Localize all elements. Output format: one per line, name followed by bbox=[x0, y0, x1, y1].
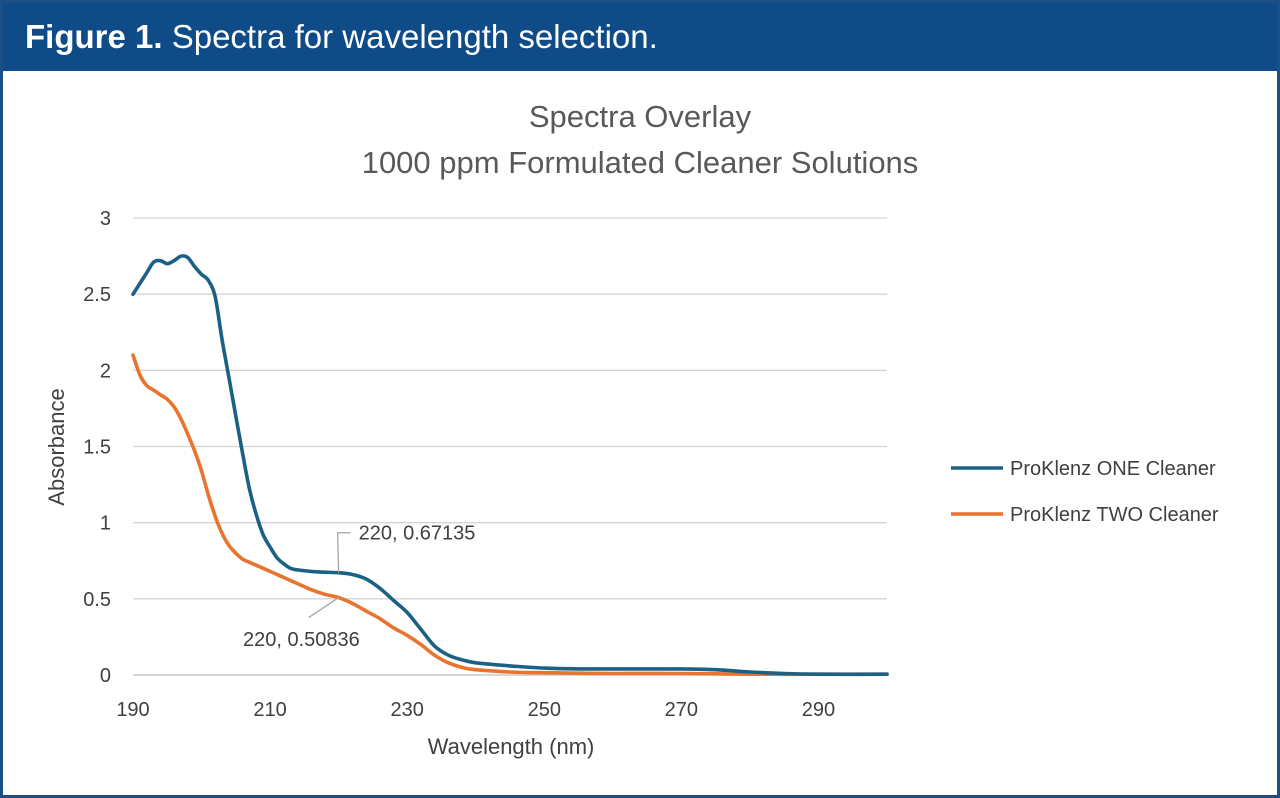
y-tick-label: 1 bbox=[100, 513, 111, 535]
x-tick-label: 290 bbox=[802, 699, 835, 721]
x-tick-label: 210 bbox=[253, 699, 286, 721]
figure-label: Figure 1. bbox=[25, 18, 163, 55]
chart-title-line-2: 1000 ppm Formulated Cleaner Solutions bbox=[362, 145, 919, 180]
figure-banner: Figure 1. Spectra for wavelength selecti… bbox=[3, 3, 1277, 71]
y-tick-label: 0 bbox=[100, 665, 111, 687]
annotation-leader-one bbox=[336, 532, 351, 573]
x-tick-label: 230 bbox=[390, 699, 423, 721]
x-tick-label: 250 bbox=[528, 699, 561, 721]
annotation-leader-two bbox=[308, 597, 339, 619]
legend-label: ProKlenz ONE Cleaner bbox=[1010, 458, 1216, 480]
y-tick-label: 0.5 bbox=[83, 589, 111, 611]
y-tick-label: 2 bbox=[100, 360, 111, 382]
figure-caption: Figure 1. Spectra for wavelength selecti… bbox=[25, 17, 658, 57]
x-tick-label: 270 bbox=[665, 699, 698, 721]
x-axis-label: Wavelength (nm) bbox=[428, 734, 595, 759]
series-line-proklenz-one bbox=[131, 254, 889, 677]
legend-label: ProKlenz TWO Cleaner bbox=[1010, 504, 1219, 526]
chart-area: Spectra Overlay 1000 ppm Formulated Clean… bbox=[44, 99, 1219, 759]
series-line-proklenz-two bbox=[131, 353, 889, 677]
y-tick-label: 1.5 bbox=[83, 437, 111, 459]
y-tick-label: 2.5 bbox=[83, 284, 111, 306]
chart-title-line-1: Spectra Overlay bbox=[529, 99, 752, 134]
annotation-label-two: 220, 0.50836 bbox=[243, 629, 360, 651]
x-tick-label: 190 bbox=[116, 699, 149, 721]
y-tick-label: 3 bbox=[100, 208, 111, 230]
annotation-label-one: 220, 0.67135 bbox=[359, 523, 476, 545]
figure-caption-text: Spectra for wavelength selection. bbox=[171, 18, 658, 55]
y-axis-label: Absorbance bbox=[44, 388, 69, 505]
